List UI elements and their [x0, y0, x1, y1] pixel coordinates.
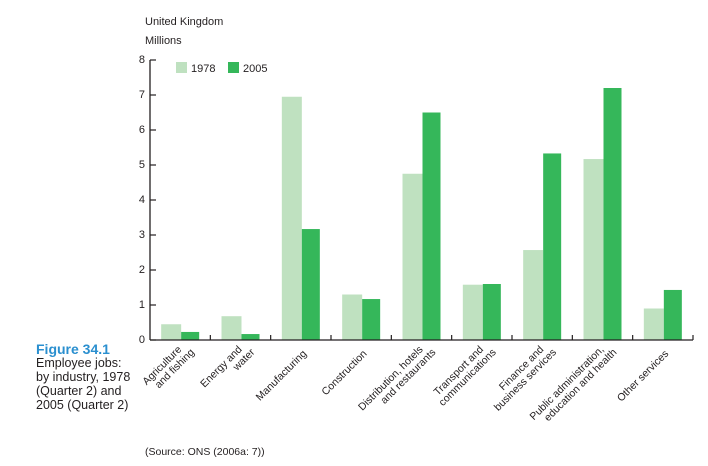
y-tick-label: 3: [139, 229, 145, 241]
bar-2005-7: [603, 88, 622, 340]
y-tick-label: 7: [139, 89, 145, 101]
y-tick-label: 0: [139, 334, 145, 346]
x-tick-label: Distribution, hotelsand restaurants: [356, 339, 438, 421]
x-tick-label-line: Construction: [319, 348, 369, 398]
bar-2005-2: [301, 229, 320, 340]
x-tick-label: Other services: [615, 348, 671, 404]
figure-number: Figure 34.1: [36, 341, 110, 357]
legend-swatch-2005: [228, 62, 239, 73]
bar-2005-5: [482, 284, 501, 340]
chart-region-title: United Kingdom: [145, 16, 224, 28]
y-tick-label: 1: [139, 299, 145, 311]
bar-2005-4: [422, 112, 441, 340]
bar-1978-4: [402, 173, 423, 340]
legend-label-2005: 2005: [243, 63, 267, 75]
bar-1978-7: [583, 159, 604, 340]
bar-2005-1: [241, 334, 260, 340]
legend: 1978 2005: [176, 62, 267, 75]
bar-2005-8: [663, 289, 682, 340]
x-tick-label: Manufacturing: [254, 348, 310, 404]
bar-1978-1: [221, 316, 242, 340]
bar-1978-2: [281, 96, 302, 340]
x-tick-label: Energy andwater: [198, 338, 258, 398]
bar-2005-3: [362, 299, 381, 340]
source-note: (Source: ONS (2006a: 7)): [145, 446, 265, 458]
bar-2005-6: [543, 153, 562, 340]
bar-1978-3: [342, 294, 363, 340]
y-tick-label: 2: [139, 264, 145, 276]
y-tick-label: 8: [139, 54, 145, 66]
bar-1978-5: [462, 284, 483, 340]
x-tick-label: Agricultureand fishing: [140, 339, 197, 396]
bar-1978-8: [643, 308, 664, 340]
y-tick-label: 4: [139, 194, 145, 206]
figure-caption-text: Employee jobs: by industry, 1978 (Quarte…: [36, 356, 131, 412]
bar-1978-0: [161, 324, 182, 340]
legend-label-1978: 1978: [191, 63, 215, 75]
figure-caption: Figure 34.1 Employee jobs: by industry, …: [36, 342, 136, 412]
y-tick-label: 6: [139, 124, 145, 136]
bar-2005-0: [181, 331, 200, 340]
x-tick-label: Transport andcommunications: [429, 339, 499, 409]
bars-group: [161, 88, 682, 340]
y-tick-label: 5: [139, 159, 145, 171]
x-labels-group: Agricultureand fishing Energy andwaterMan…: [140, 338, 671, 424]
bar-1978-6: [523, 250, 544, 340]
x-tick-label-line: Other services: [615, 348, 671, 404]
x-tick-label-line: Manufacturing: [254, 348, 310, 404]
y-ticks-group: 0 1 2 3 4 5 6 7 8: [139, 54, 156, 346]
legend-swatch-1978: [176, 62, 187, 73]
y-axis-unit-label: Millions: [145, 35, 182, 47]
x-tick-label: Construction: [319, 348, 369, 398]
